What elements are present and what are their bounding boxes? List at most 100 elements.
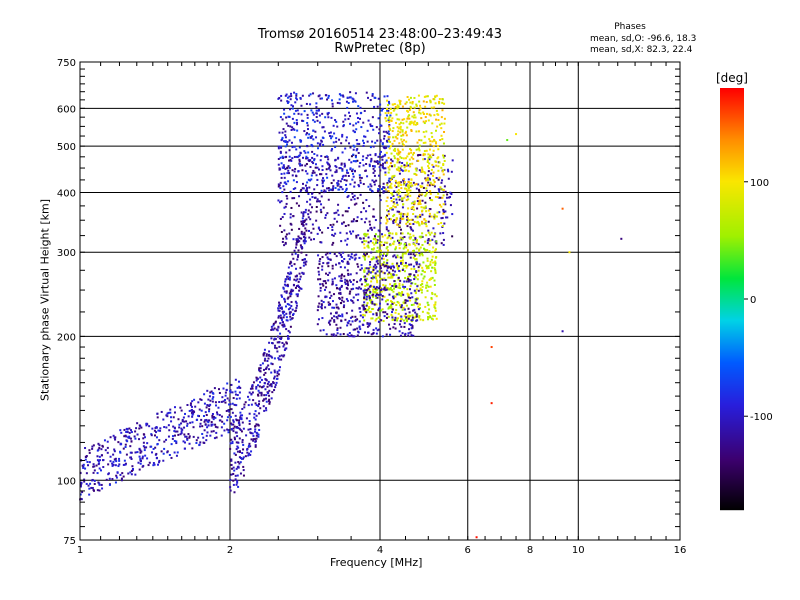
- data-point: [449, 196, 452, 199]
- data-point: [333, 293, 336, 296]
- data-point: [306, 121, 309, 124]
- data-point: [410, 292, 413, 295]
- data-point: [304, 170, 307, 173]
- data-point: [281, 216, 284, 219]
- data-point: [295, 238, 298, 241]
- data-point: [402, 319, 405, 322]
- data-point: [218, 391, 221, 394]
- data-point: [212, 396, 215, 399]
- data-point: [427, 119, 430, 122]
- data-point: [379, 278, 382, 281]
- data-point: [345, 189, 348, 192]
- data-point: [427, 318, 430, 321]
- data-point: [393, 155, 396, 158]
- data-point: [316, 309, 319, 312]
- data-point: [441, 196, 444, 199]
- data-point: [386, 99, 389, 102]
- data-point: [427, 312, 430, 315]
- data-point: [409, 222, 412, 225]
- data-point: [269, 383, 272, 386]
- data-point: [355, 253, 358, 256]
- data-point: [386, 183, 389, 186]
- data-point: [436, 145, 439, 148]
- data-point: [352, 148, 355, 151]
- data-point: [359, 314, 362, 317]
- data-point: [251, 391, 254, 394]
- data-point: [344, 224, 347, 227]
- data-point: [401, 169, 404, 172]
- data-point: [257, 435, 260, 438]
- data-point: [304, 151, 307, 154]
- data-point: [424, 116, 427, 119]
- data-point: [409, 299, 412, 302]
- colorbar-band: [720, 278, 744, 280]
- colorbar-band: [720, 315, 744, 317]
- data-point: [365, 293, 368, 296]
- data-point: [230, 383, 233, 386]
- data-point: [324, 155, 327, 158]
- data-point: [372, 215, 375, 218]
- data-point: [402, 293, 405, 296]
- data-point: [303, 221, 306, 224]
- data-point: [236, 386, 239, 389]
- data-point: [206, 404, 209, 407]
- data-point: [284, 205, 287, 208]
- data-point: [400, 256, 403, 259]
- data-point: [86, 460, 89, 463]
- colorbar-band: [720, 183, 744, 185]
- colorbar-band: [720, 453, 744, 455]
- data-point: [370, 159, 373, 162]
- data-point: [425, 264, 428, 267]
- data-point: [248, 420, 251, 423]
- colorbar-band: [720, 491, 744, 493]
- data-point: [100, 483, 103, 486]
- data-point: [204, 419, 207, 422]
- colorbar-band: [720, 353, 744, 355]
- data-point: [406, 195, 409, 198]
- data-point: [416, 319, 419, 322]
- data-point: [268, 389, 271, 392]
- data-point: [315, 136, 318, 139]
- data-point: [359, 268, 362, 271]
- data-point: [299, 275, 302, 278]
- data-point: [363, 270, 366, 273]
- data-point: [283, 354, 286, 357]
- data-point: [415, 263, 418, 266]
- data-point: [312, 162, 315, 165]
- data-point: [336, 183, 339, 186]
- phases-heading: Phases: [614, 22, 646, 32]
- colorbar-band: [720, 374, 744, 376]
- data-point: [284, 145, 287, 148]
- data-point: [328, 132, 331, 135]
- data-point: [372, 269, 375, 272]
- data-point: [357, 105, 360, 108]
- data-point: [349, 115, 352, 118]
- data-point: [352, 230, 355, 233]
- data-point: [419, 264, 422, 267]
- data-point: [232, 419, 235, 422]
- data-point: [321, 265, 324, 268]
- data-point: [371, 308, 374, 311]
- colorbar-band: [720, 191, 744, 193]
- data-point: [399, 320, 402, 323]
- data-point: [300, 211, 303, 214]
- data-point: [393, 322, 396, 325]
- data-point: [345, 298, 348, 301]
- data-point: [152, 462, 155, 465]
- data-point: [230, 428, 233, 431]
- data-point: [399, 215, 402, 218]
- data-point: [410, 107, 413, 110]
- data-point: [391, 117, 394, 120]
- data-point: [434, 264, 437, 267]
- data-point: [263, 373, 266, 376]
- data-point: [447, 177, 450, 180]
- data-point: [365, 291, 368, 294]
- data-point: [401, 206, 404, 209]
- data-point: [399, 334, 402, 337]
- data-point: [287, 277, 290, 280]
- data-point: [421, 185, 424, 188]
- data-point: [130, 457, 133, 460]
- colorbar-band: [720, 423, 744, 425]
- data-point: [139, 457, 142, 460]
- data-point: [433, 304, 436, 307]
